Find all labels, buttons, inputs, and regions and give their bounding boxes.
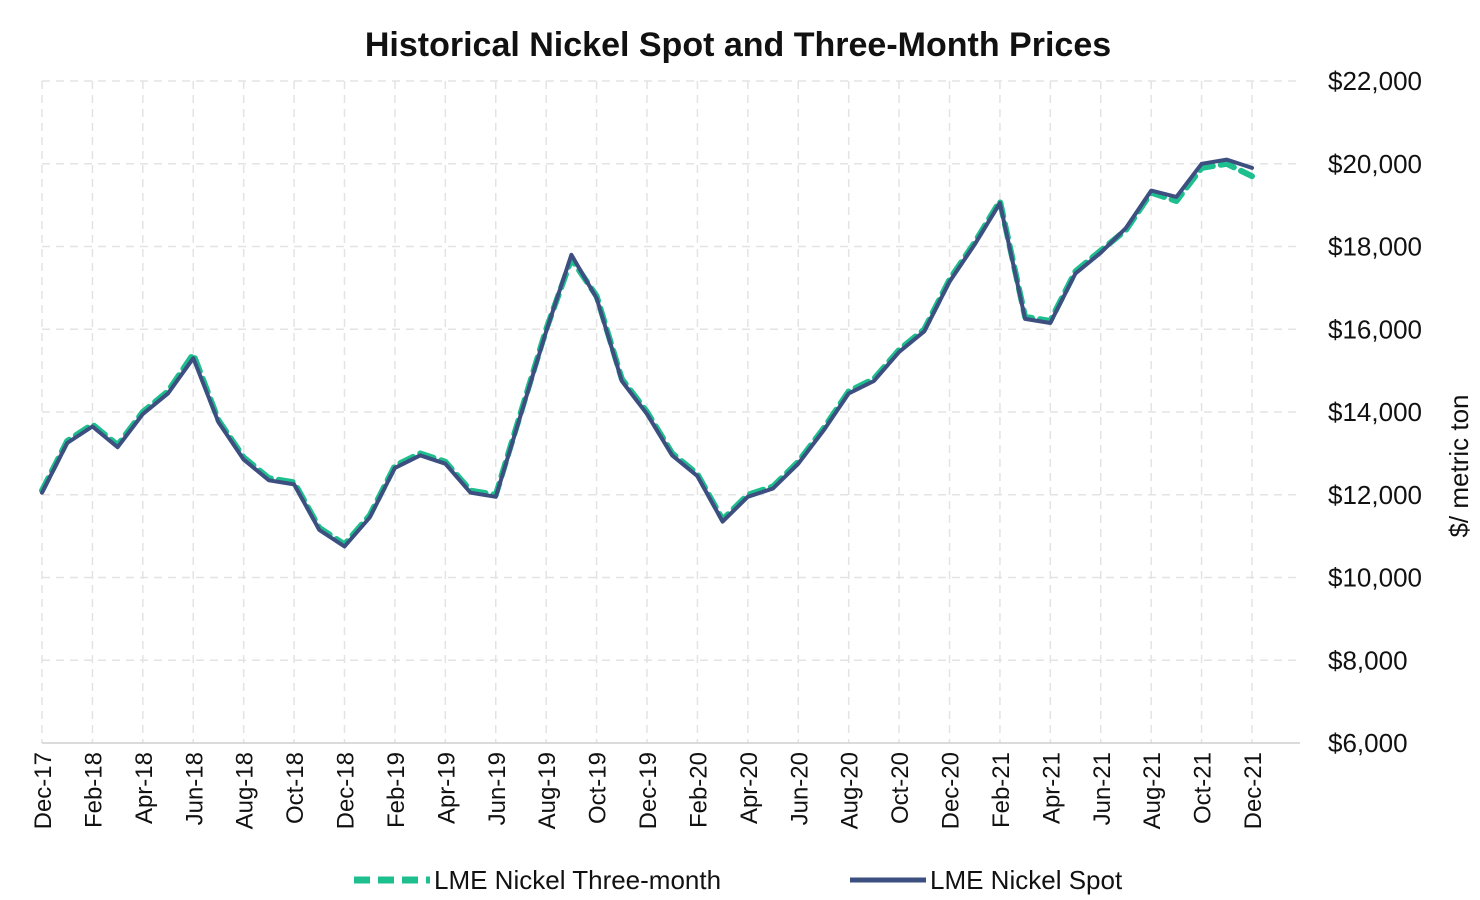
- x-tick-label: Aug-19: [534, 752, 561, 829]
- x-tick-label: Oct-19: [585, 752, 612, 824]
- chart-title: Historical Nickel Spot and Three-Month P…: [365, 26, 1111, 64]
- x-tick-label: Aug-21: [1139, 752, 1166, 829]
- gridlines: [42, 81, 1300, 743]
- y-tick-label: $8,000: [1328, 645, 1408, 675]
- x-tick-label: Oct-20: [887, 752, 914, 824]
- y-axis-tick-labels: $6,000 $8,000 $10,000 $12,000 $14,000 $16,000…: [1328, 66, 1422, 758]
- x-tick-label: Apr-19: [433, 752, 460, 824]
- x-tick-label: Apr-18: [131, 752, 158, 824]
- x-tick-label: Dec-19: [635, 752, 662, 829]
- x-tick-label: Apr-20: [736, 752, 763, 824]
- legend-item-three-month: LME Nickel Three-month: [354, 865, 721, 895]
- x-tick-label: Apr-21: [1038, 752, 1065, 824]
- y-tick-label: $6,000: [1328, 728, 1408, 758]
- x-tick-label: Oct-18: [282, 752, 309, 824]
- x-tick-label: Feb-19: [383, 752, 410, 828]
- y-tick-label: $20,000: [1328, 149, 1422, 179]
- y-tick-label: $10,000: [1328, 563, 1422, 593]
- x-tick-label: Dec-21: [1240, 752, 1267, 829]
- x-tick-label: Feb-20: [685, 752, 712, 828]
- x-tick-label: Aug-18: [232, 752, 259, 829]
- y-tick-label: $12,000: [1328, 480, 1422, 510]
- nickel-price-chart: Historical Nickel Spot and Three-Month P…: [0, 0, 1480, 900]
- x-tick-label: Dec-20: [938, 752, 965, 829]
- x-tick-label: Aug-20: [837, 752, 864, 829]
- legend-label-three-month: LME Nickel Three-month: [434, 865, 721, 895]
- x-tick-label: Feb-18: [80, 752, 107, 828]
- legend-item-spot: LME Nickel Spot: [850, 865, 1123, 895]
- legend: LME Nickel Three-month LME Nickel Spot: [354, 865, 1123, 895]
- x-tick-label: Oct-21: [1190, 752, 1217, 824]
- x-tick-label: Dec-17: [30, 752, 57, 829]
- legend-label-spot: LME Nickel Spot: [930, 865, 1123, 895]
- x-tick-label: Feb-21: [988, 752, 1015, 828]
- y-tick-label: $18,000: [1328, 232, 1422, 262]
- y-axis-title: $/ metric ton: [1444, 394, 1474, 537]
- x-axis-tick-labels: Dec-17 Feb-18 Apr-18 Jun-18 Aug-18 Oct-18 Dec-…: [30, 752, 1267, 829]
- y-tick-label: $16,000: [1328, 314, 1422, 344]
- x-tick-label: Jun-18: [181, 752, 208, 825]
- x-tick-label: Jun-19: [484, 752, 511, 825]
- y-tick-label: $14,000: [1328, 397, 1422, 427]
- y-tick-label: $22,000: [1328, 66, 1422, 96]
- x-tick-label: Dec-18: [333, 752, 360, 829]
- x-tick-label: Jun-20: [786, 752, 813, 825]
- x-tick-label: Jun-21: [1089, 752, 1116, 825]
